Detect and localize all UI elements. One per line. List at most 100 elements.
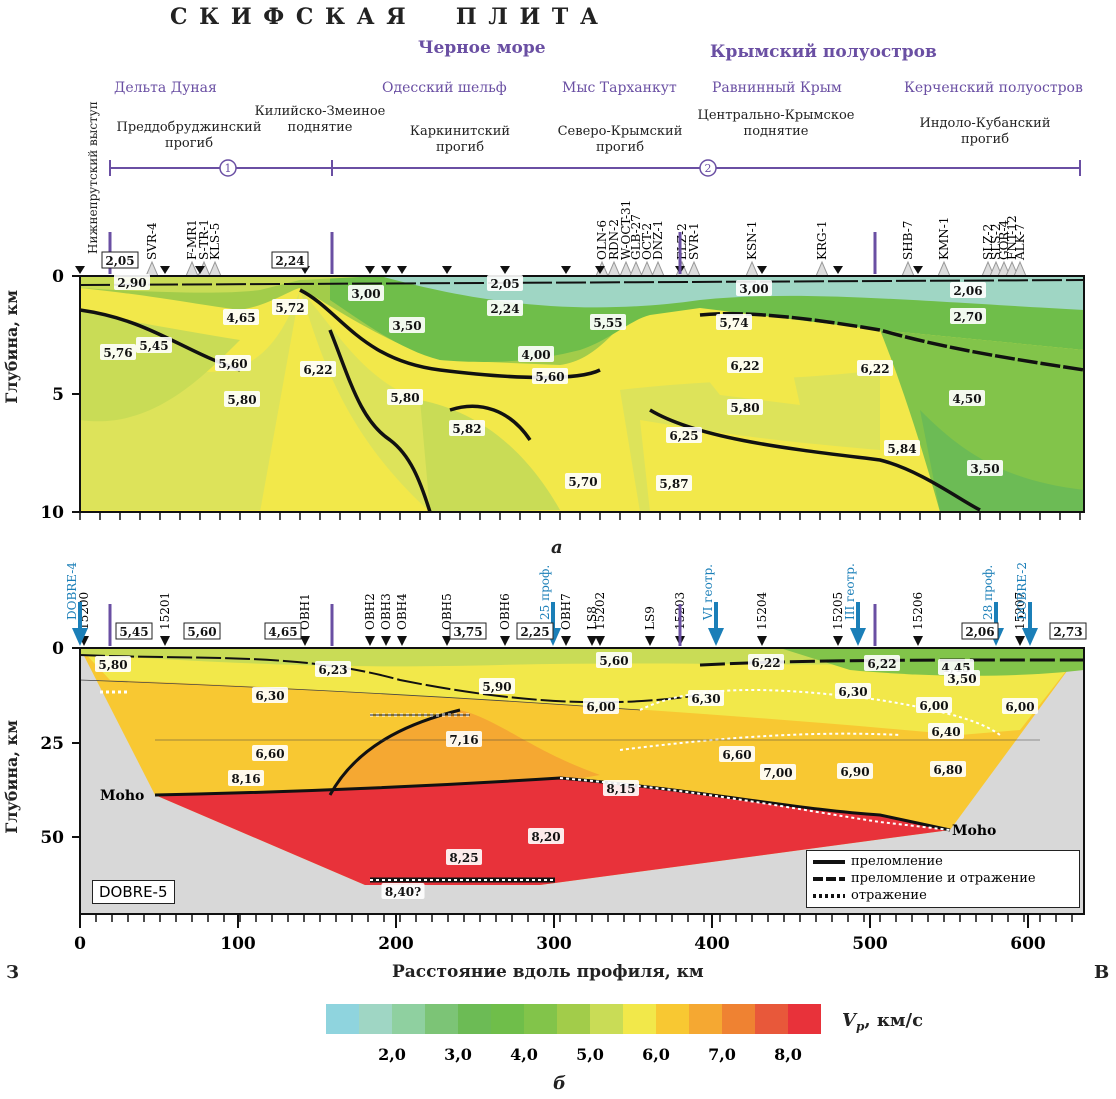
station-marker	[160, 636, 170, 646]
velocity-label: 6,60	[719, 746, 755, 762]
station-label: OBH5	[440, 593, 454, 630]
velocity-label: 7,00	[760, 764, 796, 780]
velocity-label: 6,30	[835, 683, 871, 699]
velocity-label: 2,06	[950, 282, 986, 298]
y-tick-label: 0	[52, 639, 64, 659]
velocity-label: 6,00	[916, 697, 952, 713]
svg-text:3,00: 3,00	[739, 282, 768, 296]
velocity-label: 6,22	[748, 654, 784, 670]
well-label: SHB-7	[901, 221, 915, 260]
svg-text:2,06: 2,06	[965, 625, 994, 639]
station-marker	[913, 266, 923, 274]
well-arrow	[185, 260, 199, 277]
colorbar-tick-label: 8,0	[774, 1045, 802, 1064]
station-marker	[595, 266, 605, 274]
well-arrow	[629, 260, 643, 277]
velocity-label: 6,00	[583, 698, 619, 714]
velocity-label: 5,80	[387, 389, 423, 405]
station-marker	[833, 266, 843, 274]
velocity-label: 2,24	[271, 251, 309, 269]
velocity-label: 5,76	[100, 344, 136, 360]
station-label: OBH1	[298, 593, 312, 630]
svg-text:3,75: 3,75	[453, 625, 482, 639]
structure-north-crimean: Северо-Крымский прогиб	[557, 124, 683, 155]
legend-swatch-dash	[813, 876, 845, 881]
well-label: SVR-4	[145, 222, 159, 260]
panel-b-letter: б	[553, 1073, 566, 1094]
velocity-label: 6,40	[928, 723, 964, 739]
svg-text:3,50: 3,50	[392, 319, 421, 333]
velocity-label: 8,25	[446, 849, 482, 865]
well-label: KSN-1	[745, 221, 759, 260]
svg-text:5,60: 5,60	[187, 625, 216, 639]
colorbar-swatch	[656, 1004, 689, 1034]
velocity-label: 6,60	[252, 745, 288, 761]
velocity-label: 6,22	[300, 361, 336, 377]
structure-kiliya: Килийско-Змеиное поднятие	[254, 104, 386, 135]
velocity-label: 5,60	[532, 368, 568, 384]
svg-text:5,60: 5,60	[535, 370, 564, 384]
svg-text:6,22: 6,22	[860, 362, 889, 376]
colorbar-swatch	[524, 1004, 557, 1034]
y-tick-label: 25	[40, 734, 64, 754]
velocity-label: 5,74	[716, 314, 752, 330]
svg-text:6,60: 6,60	[255, 747, 284, 761]
blue-marker-label: III геотр.	[843, 563, 857, 620]
x-tick-label: 500	[852, 934, 888, 954]
well-label: SLS-2	[989, 223, 1003, 260]
station-marker	[195, 266, 205, 274]
svg-text:8,20: 8,20	[531, 830, 560, 844]
colorbar-swatch	[590, 1004, 623, 1034]
station-marker	[500, 636, 510, 646]
panel-a-letter: а	[551, 537, 563, 558]
svg-text:5,45: 5,45	[119, 625, 148, 639]
svg-text:2,24: 2,24	[490, 302, 519, 316]
well-arrow	[937, 260, 951, 277]
black-sea-label: Черное море	[418, 38, 546, 58]
colorbar-tick-label: 3,0	[444, 1045, 472, 1064]
legend-swatch-solid	[813, 859, 845, 864]
well-label: FNT-12	[1005, 215, 1019, 260]
well-arrow	[1013, 260, 1027, 277]
velocity-label: 4,00	[518, 346, 554, 362]
station-marker	[75, 266, 85, 274]
svg-text:3,50: 3,50	[970, 462, 999, 476]
colorbar-tick-label: 4,0	[510, 1045, 538, 1064]
well-arrow	[901, 260, 915, 277]
station-marker	[757, 266, 767, 274]
svg-text:5,90: 5,90	[482, 680, 511, 694]
station-marker	[833, 636, 843, 646]
svg-text:4,50: 4,50	[952, 392, 981, 406]
svg-text:6,90: 6,90	[840, 765, 869, 779]
structure-indolo-kuban: Индоло-Кубанский прогиб	[919, 116, 1051, 147]
svg-text:5,76: 5,76	[103, 346, 132, 360]
velocity-label: 8,15	[603, 780, 639, 796]
colorbar-swatch	[491, 1004, 524, 1034]
station-marker	[160, 266, 170, 274]
colorbar-swatch	[326, 1004, 359, 1034]
velocity-label: 8,20	[528, 828, 564, 844]
velocity-label: 6,00	[1002, 698, 1038, 714]
blue-marker-label: DOBRE-2	[1015, 562, 1029, 620]
west-label: З	[6, 962, 19, 983]
svg-text:5,72: 5,72	[275, 301, 304, 315]
region-danube-delta: Дельта Дуная	[114, 80, 217, 96]
velocity-label: 7,16	[446, 731, 482, 747]
velocity-label: 5,55	[590, 314, 626, 330]
region-tarkhankut: Мыс Тарханкут	[562, 80, 677, 96]
station-marker	[397, 636, 407, 646]
velocity-label: 3,50	[944, 670, 980, 686]
top-velocity-label: 3,75	[449, 622, 487, 640]
station-marker	[913, 636, 923, 646]
well-arrow	[640, 260, 654, 277]
zone-line: 1 2	[109, 159, 1081, 177]
velocity-label: 6,90	[837, 763, 873, 779]
colorbar-swatch	[788, 1004, 821, 1034]
svg-text:6,00: 6,00	[586, 700, 615, 714]
velocity-label: 5,72	[272, 299, 308, 315]
blue-marker-arrow	[850, 628, 866, 646]
svg-text:6,80: 6,80	[933, 763, 962, 777]
station-marker	[365, 636, 375, 646]
svg-text:4,00: 4,00	[521, 348, 550, 362]
station-marker	[397, 266, 407, 274]
